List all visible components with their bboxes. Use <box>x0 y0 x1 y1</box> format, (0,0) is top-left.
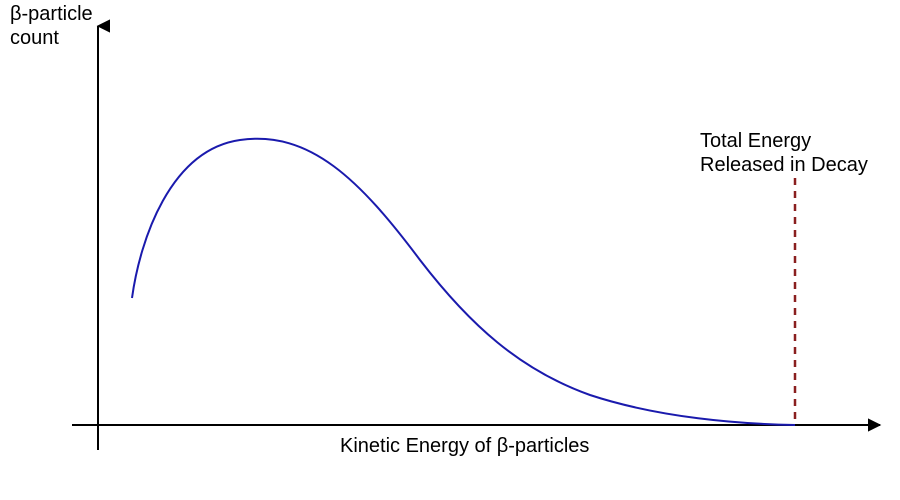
total-energy-label: Total Energy Released in Decay <box>0 0 885 176</box>
beta-spectrum-curve <box>132 139 795 425</box>
x-axis-label: Kinetic Energy of β-particles <box>340 435 589 457</box>
y-axis-label: β-particle count <box>0 0 120 49</box>
beta-spectrum-chart: β-particle count Kinetic Energy of β-par… <box>0 0 900 500</box>
